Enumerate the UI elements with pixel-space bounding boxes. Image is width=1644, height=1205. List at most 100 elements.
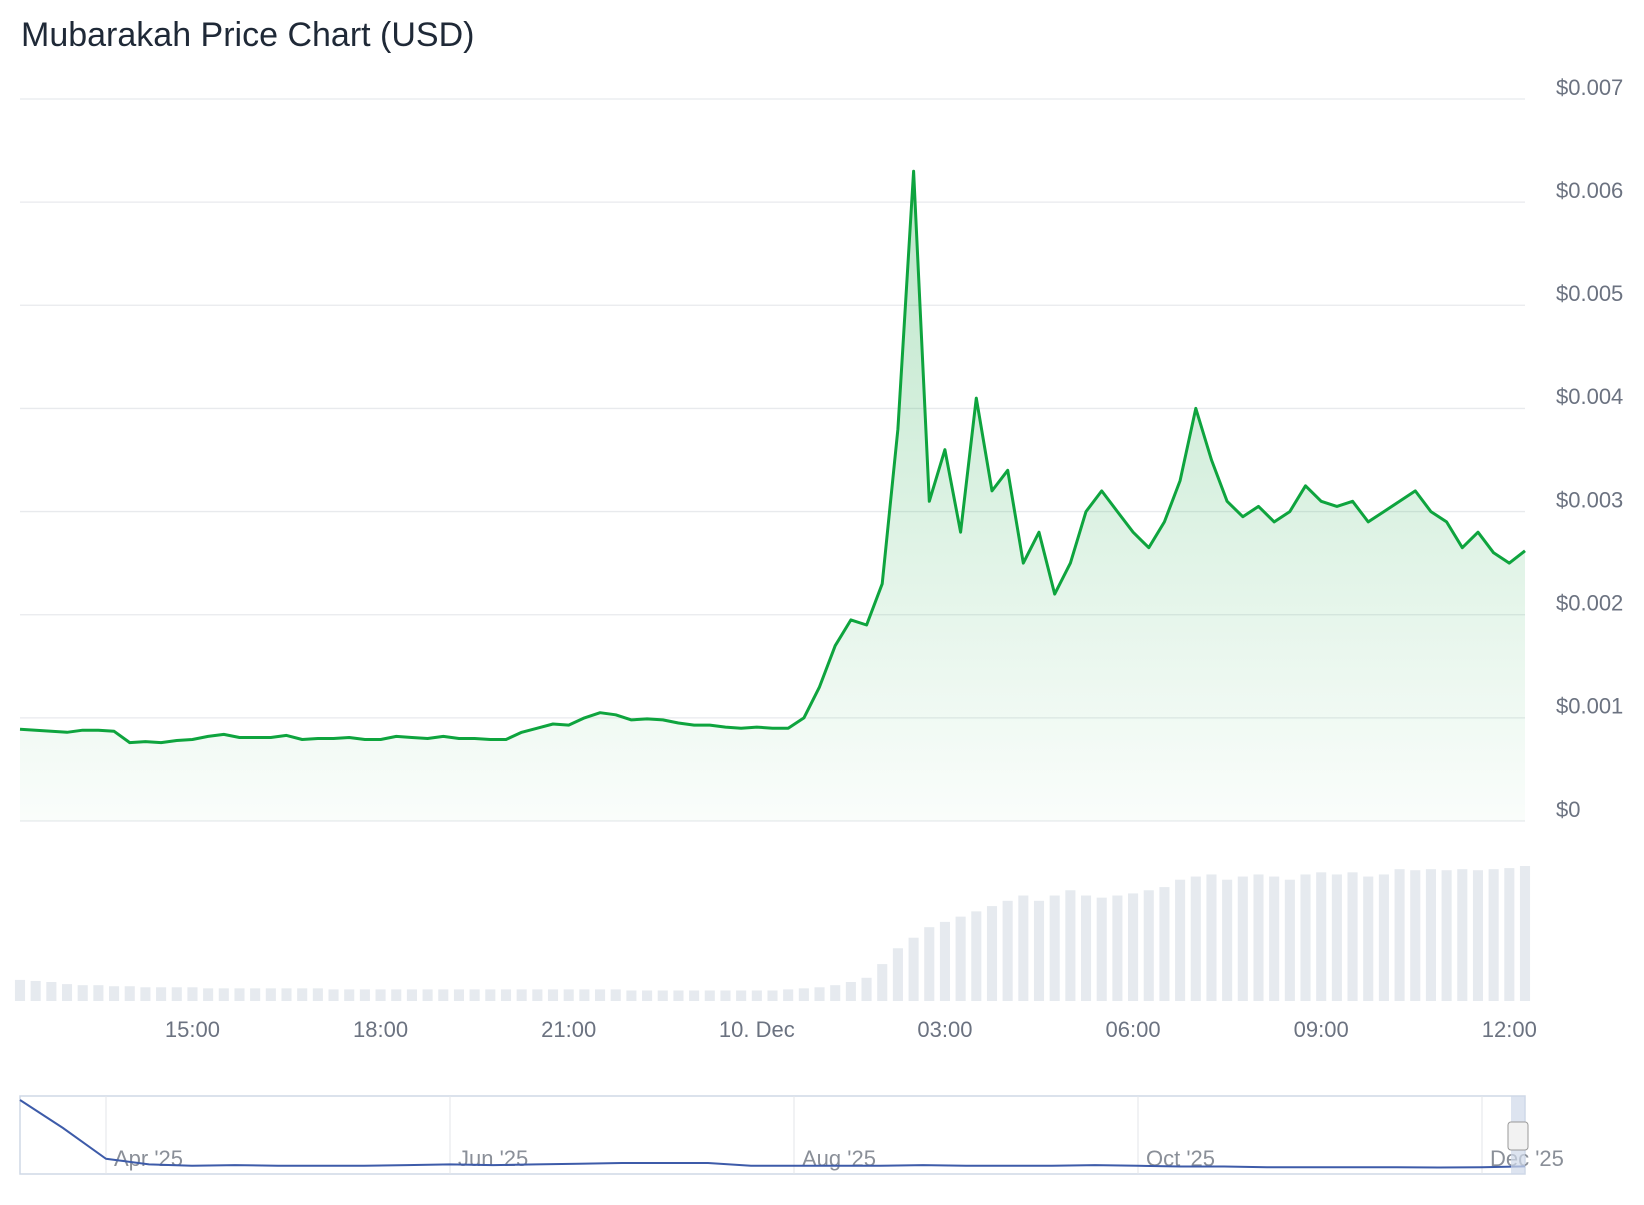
volume-bar (250, 988, 261, 1001)
volume-bar (830, 985, 841, 1001)
y-tick-label: $0.005 (1556, 281, 1623, 306)
volume-bar (1363, 876, 1374, 1001)
volume-bar (77, 985, 88, 1001)
volume-bar (1096, 897, 1107, 1001)
volume-bar (783, 989, 794, 1001)
volume-bar (1394, 869, 1405, 1001)
volume-bar (736, 990, 747, 1001)
volume-bar (1472, 870, 1484, 1001)
volume-bar (109, 986, 120, 1001)
volume-bar (595, 989, 606, 1001)
volume-bar (877, 964, 888, 1001)
volume-bar (406, 989, 417, 1001)
volume-bar (1033, 900, 1045, 1001)
volume-bar (1112, 895, 1123, 1001)
volume-bar (14, 979, 26, 1001)
volume-bar (203, 988, 214, 1001)
volume-bar (532, 989, 543, 1001)
volume-bar (908, 937, 919, 1001)
volume-bar (845, 982, 856, 1001)
volume-bar (892, 948, 903, 1001)
volume-bar (297, 988, 308, 1001)
volume-bar (955, 916, 966, 1001)
y-tick-label: $0.006 (1556, 178, 1623, 203)
volume-bar (469, 989, 480, 1001)
volume-bar (924, 927, 935, 1001)
y-tick-label: $0.007 (1556, 75, 1623, 100)
volume-bar (689, 990, 700, 1001)
volume-bar (657, 990, 668, 1001)
volume-bar (1488, 869, 1499, 1001)
volume-bar (673, 990, 684, 1001)
volume-bar (1331, 874, 1342, 1001)
volume-bar (1237, 876, 1248, 1001)
volume-bar (46, 982, 57, 1001)
navigator-line (19, 1099, 1526, 1169)
volume-bar (93, 985, 104, 1001)
volume-bar (1206, 874, 1217, 1001)
volume-bar (438, 989, 449, 1001)
navigator-handle[interactable] (1507, 1121, 1529, 1151)
volume-bar (1410, 870, 1421, 1001)
volume-bar (1269, 876, 1280, 1001)
y-tick-label: $0 (1556, 797, 1580, 822)
volume-bar (344, 989, 355, 1001)
volume-bar (1253, 874, 1264, 1001)
volume-bar (156, 987, 167, 1001)
volume-bar (1425, 869, 1436, 1001)
navigator-label: Apr '25 (114, 1146, 183, 1171)
volume-bar (375, 989, 386, 1001)
volume-bar (610, 989, 621, 1001)
volume-bar (516, 989, 527, 1001)
volume-bar (1316, 872, 1327, 1001)
volume-bar (281, 988, 292, 1001)
volume-bar (1300, 874, 1311, 1001)
volume-bar (642, 990, 653, 1001)
volume-bar (328, 989, 339, 1001)
y-tick-label: $0.004 (1556, 384, 1623, 409)
x-tick-label: 09:00 (1294, 1017, 1349, 1042)
volume-bar (359, 989, 370, 1001)
volume-bar (1378, 874, 1389, 1001)
volume-bar (500, 989, 512, 1001)
volume-bar (265, 988, 276, 1001)
x-tick-label: 18:00 (353, 1017, 408, 1042)
x-tick-label: 12:00 (1482, 1017, 1537, 1042)
volume-bar (1190, 876, 1201, 1001)
volume-bar (704, 990, 715, 1001)
volume-bar (30, 980, 41, 1001)
volume-bar (171, 987, 182, 1001)
volume-bar (1222, 879, 1233, 1001)
volume-bar (1080, 895, 1092, 1001)
volume-bar (1128, 893, 1139, 1001)
volume-bar (1049, 895, 1060, 1001)
x-tick-label: 10. Dec (719, 1017, 795, 1042)
volume-bar (939, 921, 950, 1001)
volume-bar (1441, 870, 1452, 1001)
navigator-frame (19, 1095, 1526, 1175)
volume-bar (234, 988, 245, 1001)
chart-title: Mubarakah Price Chart (USD) (21, 16, 474, 54)
volume-bar (422, 989, 433, 1001)
volume-bar (1284, 879, 1295, 1001)
volume-bar (1175, 879, 1186, 1001)
volume-bar (1002, 900, 1013, 1001)
volume-bar (61, 984, 73, 1001)
x-tick-label: 06:00 (1106, 1017, 1161, 1042)
volume-bar (1457, 869, 1468, 1001)
volume-bar (312, 988, 323, 1001)
volume-bar (1159, 887, 1170, 1001)
volume-bar (767, 990, 778, 1001)
y-tick-label: $0.003 (1556, 487, 1623, 512)
volume-bar (485, 989, 496, 1001)
volume-bar (1143, 890, 1154, 1001)
volume-bar (720, 990, 731, 1001)
volume-bar (1065, 890, 1076, 1001)
navigator-label: Aug '25 (802, 1146, 876, 1171)
volume-bar (971, 911, 982, 1001)
volume-bar (814, 987, 825, 1001)
volume-bar (1018, 895, 1029, 1001)
navigator-label: Jun '25 (458, 1146, 528, 1171)
